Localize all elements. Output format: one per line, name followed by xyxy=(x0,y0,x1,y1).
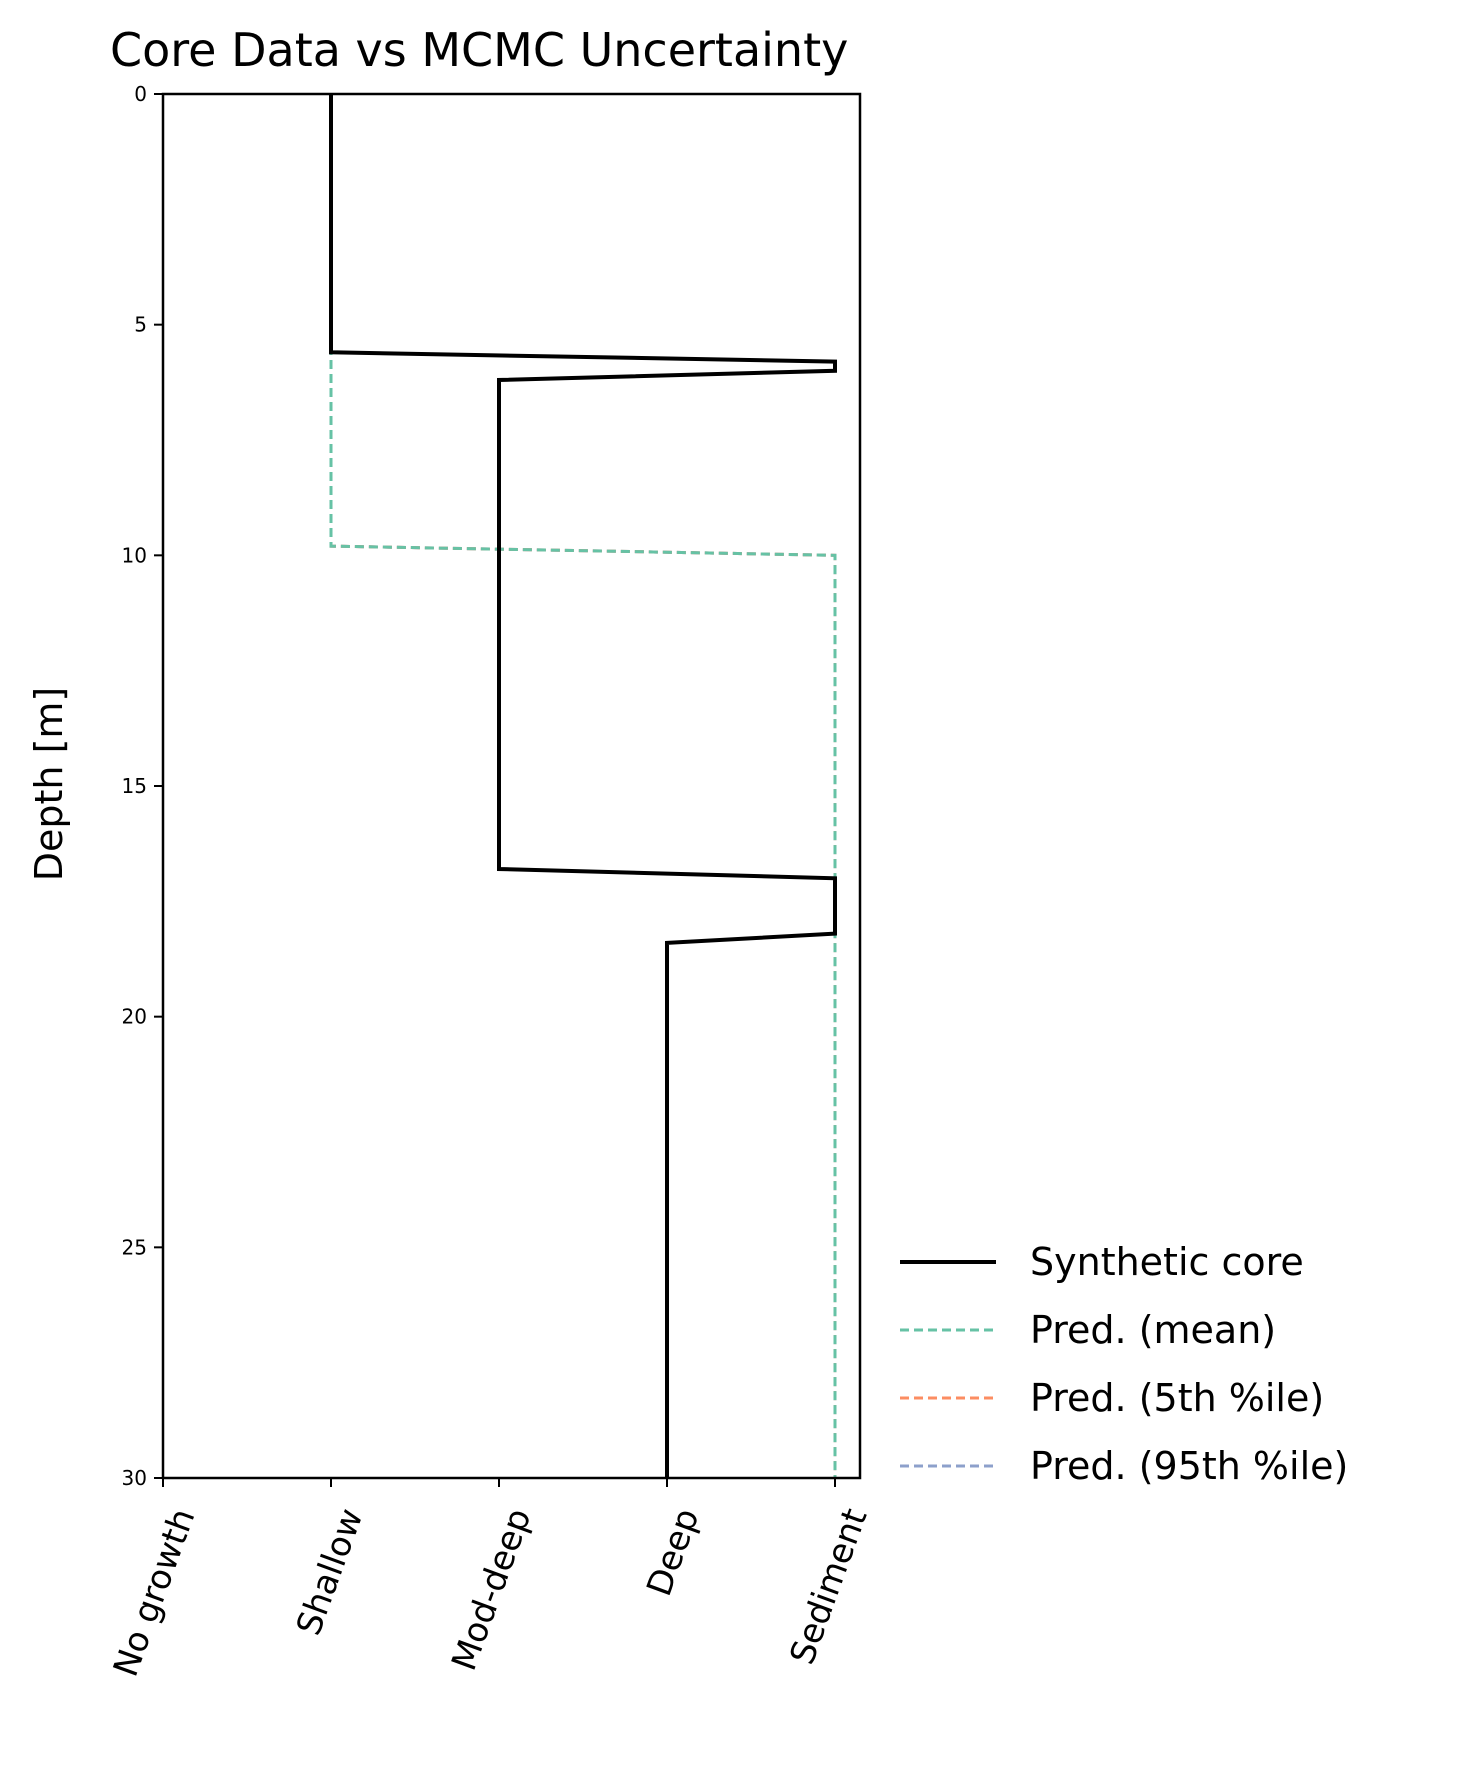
legend-label-3: Pred. (95th %ile) xyxy=(1030,1444,1348,1488)
y-tick-label-3: 15 xyxy=(122,774,147,798)
series-line-0 xyxy=(329,94,837,1478)
y-tick-label-1: 5 xyxy=(134,313,147,337)
y-tick-label-2: 10 xyxy=(122,543,147,567)
chart-title: Core Data vs MCMC Uncertainty xyxy=(110,23,848,77)
y-axis-label: Depth [m] xyxy=(27,687,71,882)
legend-label-1: Pred. (mean) xyxy=(1030,1308,1276,1352)
series-line-3 xyxy=(329,94,837,1478)
x-axis: No growth Shallow Mod-deep Deep Sediment xyxy=(106,1478,875,1682)
x-tick-label-3: Deep xyxy=(639,1503,707,1601)
x-tick-label-1: Shallow xyxy=(289,1503,372,1640)
legend-label-0: Synthetic core xyxy=(1030,1240,1304,1284)
plot-frame xyxy=(161,92,862,1480)
y-tick-label-4: 20 xyxy=(122,1005,147,1029)
legend-label-2: Pred. (5th %ile) xyxy=(1030,1376,1324,1420)
legend: Synthetic core Pred. (mean) Pred. (5th %il… xyxy=(900,1240,1348,1488)
plot-area xyxy=(161,92,862,1480)
x-tick-label-2: Mod-deep xyxy=(444,1503,539,1675)
y-axis: 0 5 10 15 20 25 30 xyxy=(122,82,163,1490)
series-line-1 xyxy=(329,94,837,1478)
y-tick-label-5: 25 xyxy=(122,1235,147,1259)
x-tick-label-4: Sediment xyxy=(782,1503,875,1669)
y-tick-label-0: 0 xyxy=(134,82,147,106)
series-line-2 xyxy=(329,94,837,1478)
x-tick-label-0: No growth xyxy=(106,1503,204,1681)
y-tick-label-6: 30 xyxy=(122,1466,147,1490)
